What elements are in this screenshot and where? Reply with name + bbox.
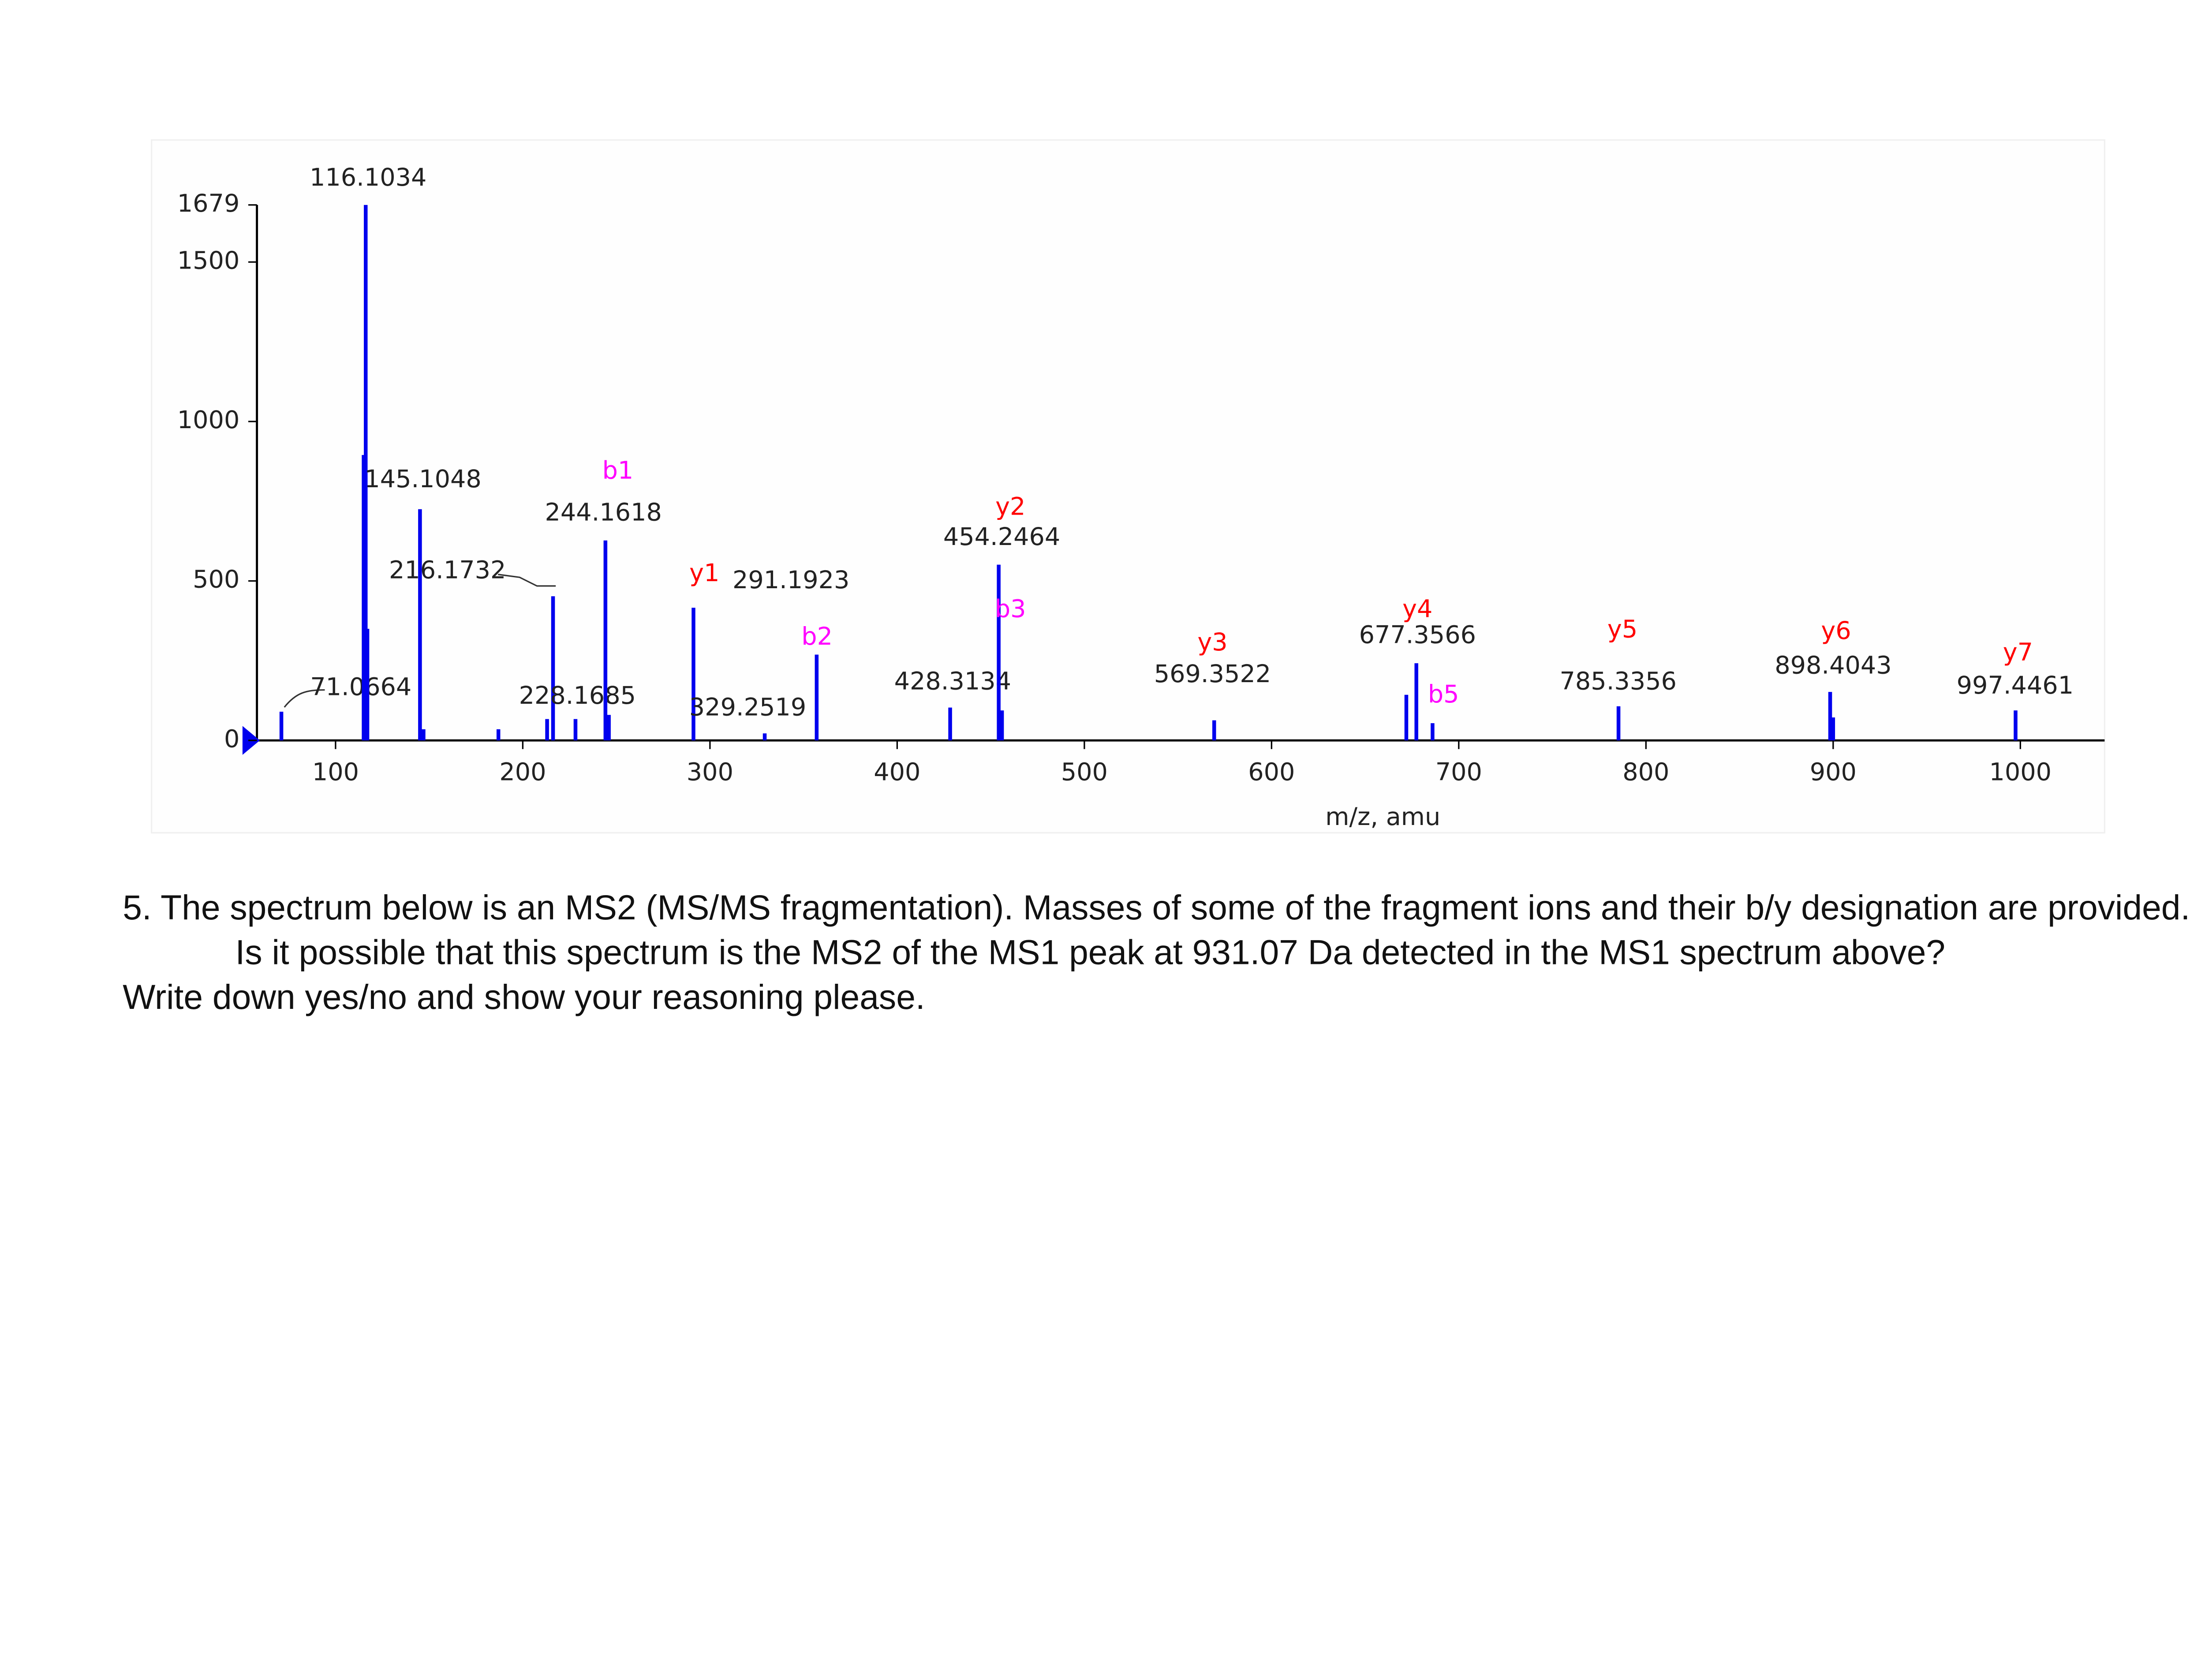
peak-label: 329.2519 [689,693,806,721]
question-body: The spectrum below is an MS2 (MS/MS frag… [161,889,2190,973]
peak [948,707,952,741]
y-tick-label: 500 [193,565,239,594]
peak [603,540,608,741]
peak-label: 71.0664 [310,672,411,701]
peak [1212,720,1216,741]
peak [418,509,422,741]
peak [815,654,819,741]
leader-line [498,574,556,587]
y-tick-label: 1000 [177,406,240,434]
peak [573,719,578,741]
leader-line [284,689,325,708]
peak-label: 997.4461 [1957,671,2074,700]
y-tick-label: 1679 [177,189,240,218]
ion-label: y6 [1821,616,1851,645]
peak [1616,706,1621,741]
peak [1431,723,1435,741]
peak [691,608,695,741]
plot-background [151,139,2105,834]
x-tick-label: 700 [1435,758,1482,787]
x-axis-title: m/z, amu [1325,803,1440,831]
peak [2014,710,2018,741]
ion-label: y4 [1402,595,1432,623]
ion-label: y7 [2003,638,2033,667]
peak [1414,663,1418,741]
peak [762,733,767,741]
peak [551,596,555,741]
peak-label: 216.1732 [389,556,506,584]
peak-label: 145.1048 [364,465,481,493]
peak [1000,710,1004,741]
peak [496,729,501,741]
peak [545,719,549,741]
peak [279,712,284,741]
ion-label: b5 [1428,680,1459,709]
ion-label: y3 [1197,628,1227,657]
peak [1831,717,1835,741]
peak-label: 898.4043 [1775,651,1891,679]
question: 5. The spectrum below is an MS2 (MS/MS f… [123,886,2205,1020]
x-tick-label: 100 [312,758,359,787]
peak [364,205,368,741]
ion-label: b3 [995,595,1026,623]
x-tick-label: 400 [874,758,920,787]
peak [1828,692,1832,741]
peak [422,729,426,741]
y-tick-label: 1500 [177,246,240,275]
x-tick-label: 600 [1248,758,1295,787]
peak-label: 454.2464 [943,523,1060,551]
question-instruction: Write down yes/no and show your reasonin… [123,978,925,1018]
peak [1404,694,1409,741]
x-tick-label: 200 [499,758,546,787]
ion-label: y5 [1607,615,1637,644]
peak-label: 228.1685 [519,681,636,710]
x-tick-label: 1000 [1989,758,2052,787]
peak-label: 116.1034 [310,163,426,192]
peak-label: 677.3566 [1359,621,1476,650]
x-tick-label: 300 [687,758,733,787]
question-text: 5. The spectrum below is an MS2 (MS/MS f… [123,886,2205,976]
x-tick-label: 800 [1622,758,1669,787]
peak-label: 569.3522 [1154,660,1271,688]
ion-label: y2 [995,492,1025,521]
ion-label: b1 [602,456,634,485]
peak-label: 291.1923 [733,566,849,594]
peak-label: 244.1618 [545,498,662,526]
ion-label: y1 [689,559,719,587]
chart: m/z, amu 0 500 1000 1500 1679 100 200 300 400 500… [151,139,2105,834]
peak [365,629,370,741]
x-tick-label: 900 [1810,758,1857,787]
ion-label: b2 [801,622,833,651]
x-tick-label: 500 [1061,758,1108,787]
peak-label: 785.3356 [1560,667,1677,695]
peak-label: 428.3134 [894,667,1011,695]
peak [362,455,366,741]
peak [997,564,1001,741]
y-tick-label: 0 [224,724,239,753]
question-number: 5. [123,889,152,928]
peak [607,715,611,741]
